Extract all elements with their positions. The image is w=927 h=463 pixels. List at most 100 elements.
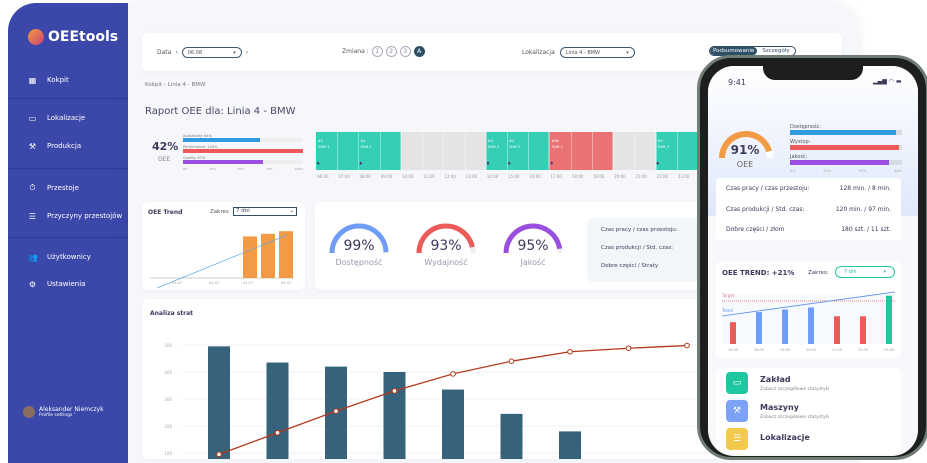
sidebar: OEEtools ▦ Kokpit ▭ Lokalizacje ⚒ Produkcja… [8, 3, 132, 463]
user-name: Aleksander Niemczyk [39, 406, 104, 413]
y-tick-label: 200 [164, 424, 172, 429]
axis-tick: 50% [237, 167, 245, 171]
gear-icon: ⚙ [28, 279, 37, 289]
gauge-label: Dostępność [335, 258, 383, 267]
order-marker[interactable]: #2 Shift 1 [360, 139, 372, 149]
divider [8, 168, 132, 169]
y-tick-label: 500 [164, 343, 172, 348]
caret-down-icon: ▾ [883, 269, 886, 275]
prev-date-button[interactable]: ‹ [175, 49, 178, 56]
order-marker[interactable]: #3 Shift 2 [487, 139, 500, 149]
x-tick-label: 19.05 [780, 348, 790, 352]
date-select[interactable]: 06.08 ▾ [181, 47, 242, 58]
axis-tick: 25% [823, 169, 832, 173]
menu-item-2[interactable]: ☰ Lokalizacje [726, 428, 810, 450]
shift-1-button[interactable]: 1 [371, 46, 383, 57]
timeline-segment-run[interactable] [655, 132, 698, 170]
cumulative-point [333, 408, 339, 414]
shift-all-button[interactable]: A [413, 46, 425, 57]
cumulative-point [567, 348, 573, 355]
phone-bar: Dostępność: [790, 124, 902, 135]
order-marker[interactable]: #5 Shift 3 [657, 139, 669, 149]
chevron-down-icon: ⌄ [289, 208, 294, 214]
sidebar-item-lokalizacje[interactable]: ▭ Lokalizacje [8, 111, 132, 125]
hour-label: 21:00 [635, 174, 647, 179]
phone-trend-chart: Target Trend 16.05 18.05 19.05 20.05 21.05 22.0… [721, 291, 896, 352]
sidebar-item-uzytkownicy[interactable]: 👥 Użytkownicy [8, 250, 132, 264]
card-title: OEE Trend [148, 209, 183, 216]
oee-bar: Performance: 100% [183, 145, 303, 153]
profile-settings-link[interactable]: Profile settings ˅ [39, 413, 77, 418]
timeline-segment-idle[interactable] [400, 132, 486, 170]
x-tick-label: 02.07 [209, 281, 219, 285]
user-profile[interactable]: Aleksander Niemczyk Profile settings ˅ [23, 406, 104, 418]
x-tick-label: 05.07 [281, 281, 291, 285]
cumulative-point [274, 429, 281, 436]
brand-logo[interactable]: OEEtools [28, 29, 118, 45]
label: Kokpit [47, 76, 69, 84]
order-marker[interactable]: #6K Shift 2 [551, 139, 563, 149]
hour-label: 22:00 [656, 174, 669, 179]
location-select[interactable]: Linia 4 - BMW ▾ [559, 47, 635, 58]
menu-item-0[interactable]: ▭ Zakład Zobacz szczegółowe statystyki [726, 372, 829, 394]
phone-oee-label: OEE [736, 160, 754, 169]
sidebar-item-ustawienia[interactable]: ⚙ Ustawienia [8, 277, 132, 291]
trend-label: Trend [721, 308, 733, 313]
axis-tick: 50% [858, 169, 867, 173]
dashboard-icon: ▦ [28, 75, 37, 85]
caret-down-icon: ▾ [233, 49, 236, 56]
shift-3-button[interactable]: 3 [399, 46, 411, 57]
trend-bar [808, 307, 814, 344]
divider [8, 98, 132, 99]
stopwatch-icon: ⏱ [29, 183, 36, 192]
card-title: OEE TREND: +21% [722, 269, 795, 277]
stat-row: Dobre części / złom 180 szt. / 11 szt. [726, 226, 891, 233]
axis-tick: 100% [294, 167, 303, 171]
timeline-segment-idle[interactable] [613, 132, 656, 170]
breadcrumb[interactable]: Kokpit › Linia 4 - BMW [145, 82, 206, 88]
gauge-fill [416, 223, 475, 254]
pareto-bar [208, 346, 230, 459]
range-select[interactable]: 7 dni ⌄ [233, 207, 297, 216]
location-label: Lokalizacja [522, 49, 555, 56]
y-tick-label: 100 [164, 451, 172, 456]
phone-menu: ▭ Zakład Zobacz szczegółowe statystyki ⚒ Mas… [716, 368, 901, 454]
stat-label: Czas pracy / czas przestoju: [601, 227, 678, 233]
shift-2-button[interactable]: 2 [385, 46, 397, 57]
shift-label: Zmiana : [342, 48, 369, 55]
axis-tick: 0% [790, 169, 796, 173]
trend-bar [782, 309, 788, 344]
label: Przyczyny przestojów [47, 212, 123, 220]
phone-range-select[interactable]: 7 dni ▾ [835, 266, 895, 278]
hour-label: 23:00 [677, 174, 690, 179]
summary-tab[interactable]: Podsumowanie [710, 47, 758, 55]
order-marker[interactable]: #1 Shift 1 [318, 139, 330, 149]
hour-label: 06:00 [317, 174, 329, 179]
y-tick-label: 400 [164, 370, 172, 375]
hour-label: 13:00 [465, 174, 478, 179]
hour-label: 14:00 [486, 174, 499, 179]
list-icon: ☰ [726, 428, 748, 450]
timeline-segment-run[interactable] [485, 132, 550, 170]
sidebar-item-produkcja[interactable]: ⚒ Produkcja [8, 139, 132, 153]
x-tick-label: 22.05 [858, 348, 868, 352]
oee-gauge [719, 131, 773, 159]
signal-wifi-battery-icon: ▂▄▆ ◠ ▬ [873, 78, 902, 85]
y-tick-label: 300 [164, 397, 172, 402]
sidebar-item-przyczyny[interactable]: ☰ Przyczyny przestojów [8, 209, 132, 223]
notch [763, 66, 863, 80]
details-tab[interactable]: Szczegóły [762, 48, 790, 54]
timeline-segment-stop[interactable] [549, 132, 614, 170]
menu-item-1[interactable]: ⚒ Maszyny Zobacz szczegółowe statystyki [726, 400, 829, 422]
sidebar-item-kokpit[interactable]: ▦ Kokpit [8, 73, 132, 87]
sidebar-item-przestoje[interactable]: ⏱ Przestoje [8, 181, 132, 195]
phone-breakdown: Dostępność: Wystop: Jakość: 0% 25% 50% 80% [790, 124, 902, 173]
pareto-bar [266, 362, 289, 459]
next-date-button[interactable]: › [245, 49, 249, 56]
page-title: Raport OEE dla: Linia 4 - BMW [145, 106, 296, 117]
order-marker[interactable]: #4 Shift 2 [509, 139, 521, 149]
hour-label: 17:00 [550, 174, 562, 179]
hour-label: 19:00 [592, 174, 605, 179]
logo-icon [28, 29, 44, 45]
timeline-segment-run[interactable] [316, 132, 401, 170]
